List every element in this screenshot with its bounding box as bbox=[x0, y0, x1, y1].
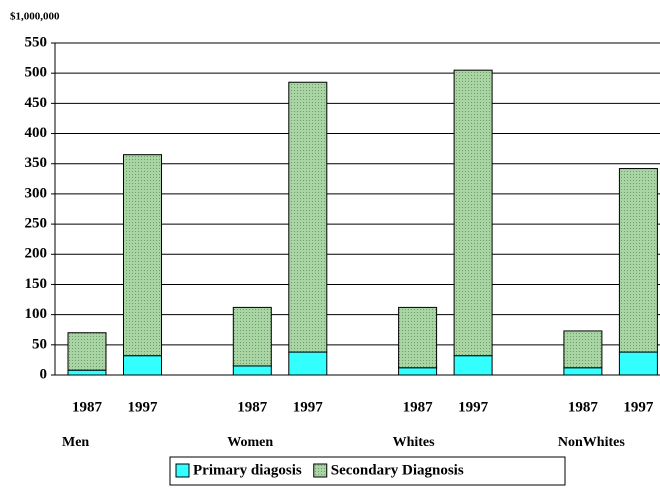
legend-swatch bbox=[313, 463, 328, 478]
bar-segment bbox=[67, 332, 107, 371]
bar-segment bbox=[232, 306, 272, 367]
group-label: NonWhites bbox=[558, 435, 625, 450]
bar-segment bbox=[563, 330, 603, 369]
x-tick-label: 1987 bbox=[568, 399, 599, 415]
x-tick-label: 1997 bbox=[128, 399, 159, 415]
legend-label: Primary diagosis bbox=[193, 462, 302, 478]
bar-segment bbox=[123, 154, 162, 357]
x-tick-label: 1997 bbox=[458, 399, 489, 415]
bar-segment bbox=[563, 367, 603, 376]
y-tick-label: 450 bbox=[25, 95, 48, 111]
y-tick-label: 250 bbox=[25, 216, 48, 232]
x-tick-label: 1987 bbox=[403, 399, 434, 415]
bar-segment bbox=[288, 351, 328, 376]
x-tick-label: 1987 bbox=[72, 399, 103, 415]
bar-segment bbox=[618, 351, 658, 376]
y-tick-label: 550 bbox=[25, 34, 48, 50]
bar-segment bbox=[398, 306, 438, 369]
y-tick-label: 100 bbox=[25, 306, 48, 322]
bar-segment bbox=[618, 168, 658, 353]
bar-segment bbox=[288, 81, 328, 353]
bar-segment bbox=[453, 355, 493, 376]
bar-segment bbox=[123, 355, 162, 376]
x-tick-label: 1997 bbox=[623, 399, 654, 415]
x-tick-label: 1997 bbox=[293, 399, 324, 415]
x-tick-label: 1987 bbox=[237, 399, 268, 415]
legend-swatch bbox=[175, 463, 190, 478]
group-label: Women bbox=[227, 435, 273, 450]
y-tick-label: 50 bbox=[32, 336, 47, 352]
legend-box bbox=[169, 456, 566, 486]
bar-segment bbox=[67, 369, 107, 376]
bar-segment bbox=[453, 69, 493, 357]
y-tick-label: 0 bbox=[40, 366, 48, 382]
y-tick-label: 350 bbox=[25, 155, 48, 171]
y-tick-label: 300 bbox=[25, 185, 48, 201]
bar-segment bbox=[398, 367, 438, 376]
group-label: Whites bbox=[393, 435, 436, 450]
y-tick-label: 200 bbox=[25, 246, 48, 262]
y-tick-label: 400 bbox=[25, 125, 48, 141]
bar-segment bbox=[232, 365, 272, 376]
legend-label: Secondary Diagnosis bbox=[331, 462, 464, 478]
y-tick-label: 500 bbox=[25, 65, 48, 81]
y-tick-label: 150 bbox=[25, 276, 48, 292]
y-unit-label: $1,000,000 bbox=[10, 11, 60, 23]
group-label: Men bbox=[62, 435, 89, 450]
